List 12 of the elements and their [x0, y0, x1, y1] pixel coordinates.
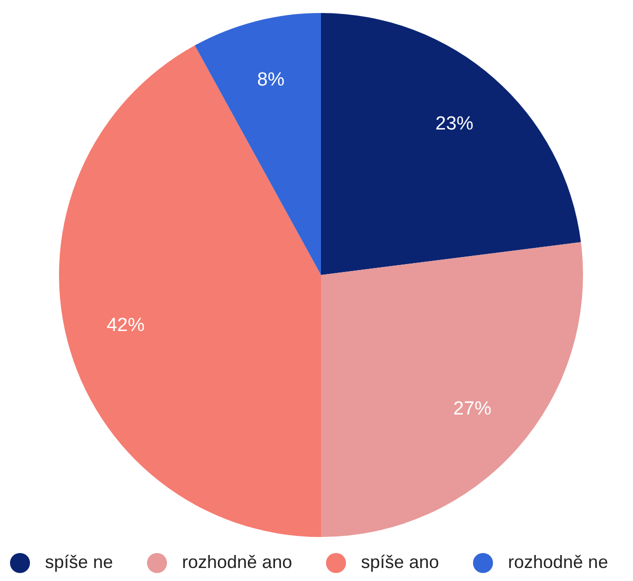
legend-label: rozhodně ano: [182, 552, 292, 572]
legend-label: rozhodně ne: [508, 552, 608, 572]
pie-slice: [60, 45, 321, 537]
pie-slice: [321, 13, 581, 275]
data-label: 42%: [106, 315, 145, 336]
data-label: 23%: [435, 114, 474, 135]
legend-label: spíše ano: [361, 552, 440, 572]
pie-slice: [321, 242, 583, 537]
data-label: 27%: [453, 398, 492, 420]
legend-label: spíše ne: [45, 552, 114, 572]
data-label: 8%: [257, 70, 285, 91]
pie-slice: [194, 13, 321, 275]
